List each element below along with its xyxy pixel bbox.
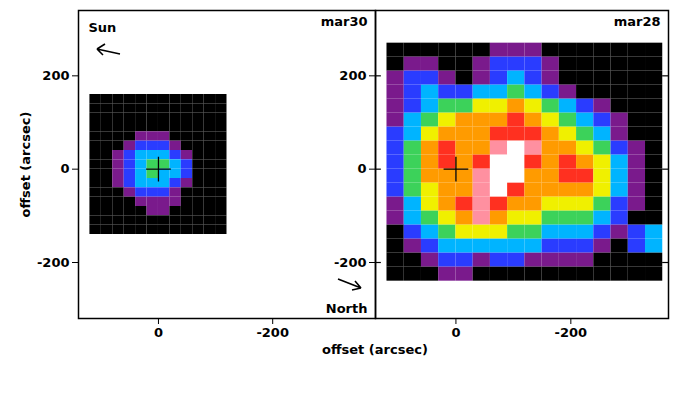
svg-text:0: 0 — [451, 325, 460, 340]
svg-text:-200: -200 — [334, 255, 367, 270]
svg-text:North: North — [326, 301, 368, 316]
svg-text:200: 200 — [339, 68, 366, 83]
svg-text:mar28: mar28 — [614, 14, 661, 29]
svg-text:0: 0 — [60, 161, 69, 176]
svg-text:200: 200 — [42, 68, 69, 83]
svg-text:mar30: mar30 — [321, 14, 368, 29]
svg-text:-200: -200 — [37, 255, 70, 270]
svg-text:0: 0 — [154, 325, 163, 340]
svg-text:Sun: Sun — [89, 20, 117, 35]
svg-text:offset (arcsec): offset (arcsec) — [18, 112, 33, 218]
svg-text:0: 0 — [357, 161, 366, 176]
svg-text:-200: -200 — [555, 325, 588, 340]
html-text:offset (arcsec): offset (arcsec) — [322, 342, 428, 357]
svg-text:-200: -200 — [256, 325, 289, 340]
